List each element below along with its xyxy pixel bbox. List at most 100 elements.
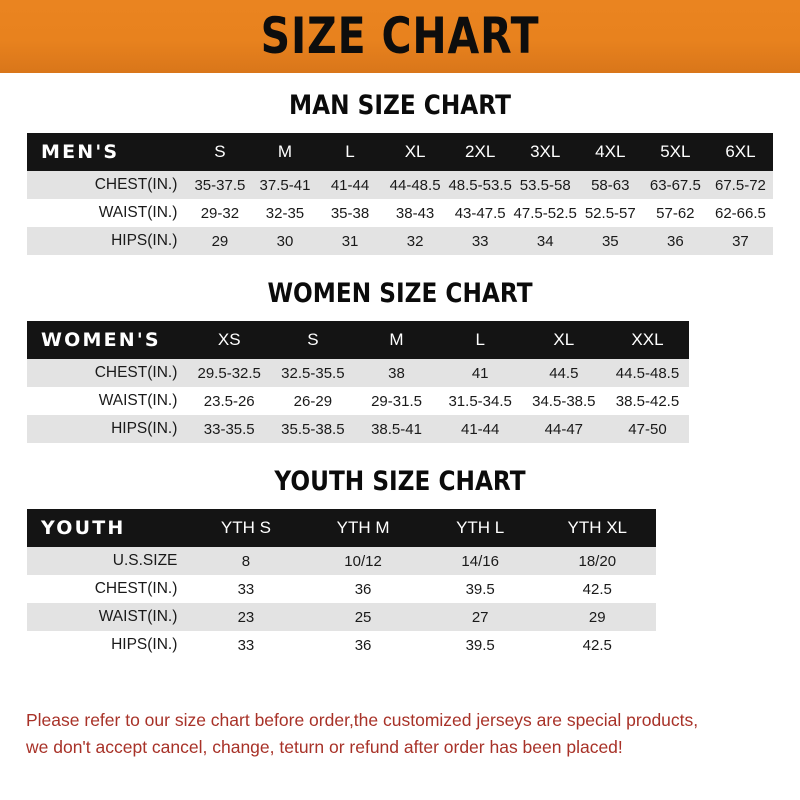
measurement-cell: 8 — [187, 547, 305, 575]
column-header: 3XL — [530, 142, 561, 161]
measurement-cell: 23 — [187, 603, 305, 631]
measurement-cell: 38-43 — [382, 199, 448, 227]
measurement-cell: 25 — [304, 603, 422, 631]
measurement-cell: 43-47.5 — [447, 199, 513, 227]
table-row: WAIST(IN.) 23 25 27 29 — [27, 603, 773, 631]
column-header: L — [475, 330, 485, 349]
table-row: HIPS(IN.) 29 30 31 32 33 34 35 36 37 — [27, 227, 773, 255]
table-corner-label: MEN'S — [41, 141, 120, 163]
measurement-cell: 33 — [187, 631, 305, 659]
measurement-cell: 36 — [642, 227, 708, 255]
measurement-cell: 14/16 — [421, 547, 539, 575]
measurement-cell: 44-48.5 — [382, 171, 448, 199]
measurement-cell: 34.5-38.5 — [522, 387, 606, 415]
table-row: WAIST(IN.) 23.5-26 26-29 29-31.5 31.5-34.5 34… — [27, 387, 773, 415]
column-header: YTH L — [456, 518, 505, 537]
measurement-cell: 31 — [317, 227, 383, 255]
measurement-cell: 26-29 — [271, 387, 355, 415]
measurement-cell: 35-37.5 — [187, 171, 253, 199]
measurement-cell: 32-35 — [252, 199, 318, 227]
measurement-cell-spacer — [689, 387, 773, 415]
measurement-cell: 38 — [354, 359, 439, 387]
table-row: HIPS(IN.) 33 36 39.5 42.5 — [27, 631, 773, 659]
column-header: XS — [217, 330, 241, 349]
measurement-cell-spacer — [655, 575, 773, 603]
column-header: 4XL — [595, 142, 626, 161]
column-header: XL — [553, 330, 575, 349]
measurement-cell: 57-62 — [642, 199, 708, 227]
measurement-cell: 10/12 — [304, 547, 422, 575]
column-header: YTH M — [336, 518, 390, 537]
measurement-cell: 62-66.5 — [707, 199, 773, 227]
measurement-cell: 41-44 — [317, 171, 383, 199]
section-title: WOMEN SIZE CHART — [267, 278, 533, 309]
policy-line-1: Please refer to our size chart before or… — [26, 710, 699, 730]
measurement-cell-spacer — [655, 631, 773, 659]
measurement-cell-spacer — [689, 359, 773, 387]
size-table: WOMEN'S XS S M L XL XXL CHEST(IN.) 29.5-32.5 32.5… — [27, 321, 773, 443]
measurement-cell: 44-47 — [522, 415, 606, 443]
measurement-cell: 58-63 — [577, 171, 643, 199]
row-label: HIPS(IN.) — [27, 631, 188, 659]
column-header: S — [307, 330, 319, 349]
column-header: M — [277, 142, 293, 161]
measurement-cell: 33 — [187, 575, 305, 603]
measurement-cell: 67.5-72 — [707, 171, 773, 199]
row-label: CHEST(IN.) — [27, 359, 188, 387]
column-header: 5XL — [660, 142, 691, 161]
measurement-cell: 42.5 — [538, 631, 656, 659]
measurement-cell: 37.5-41 — [252, 171, 318, 199]
measurement-cell: 34 — [512, 227, 578, 255]
measurement-cell: 35.5-38.5 — [271, 415, 355, 443]
measurement-cell-spacer — [655, 547, 773, 575]
column-header-spacer — [689, 321, 773, 359]
measurement-cell: 35 — [577, 227, 643, 255]
order-policy-note: Please refer to our size chart before or… — [20, 707, 780, 761]
measurement-cell: 41-44 — [438, 415, 522, 443]
measurement-cell: 47-50 — [605, 415, 690, 443]
column-header: L — [345, 142, 355, 161]
measurement-cell: 37 — [707, 227, 773, 255]
measurement-cell: 27 — [421, 603, 539, 631]
policy-line-2: we don't accept cancel, change, teturn o… — [26, 737, 623, 757]
table-row: WAIST(IN.) 29-32 32-35 35-38 38-43 43-47.5 47.… — [27, 199, 773, 227]
measurement-cell: 47.5-52.5 — [512, 199, 578, 227]
banner-title: SIZE CHART — [260, 6, 540, 65]
measurement-cell: 52.5-57 — [577, 199, 643, 227]
measurement-cell: 33 — [447, 227, 513, 255]
measurement-cell: 42.5 — [538, 575, 656, 603]
table-row: HIPS(IN.) 33-35.5 35.5-38.5 38.5-41 41-44 44-… — [27, 415, 773, 443]
measurement-cell: 39.5 — [421, 631, 539, 659]
measurement-cell-spacer — [689, 415, 773, 443]
row-label: HIPS(IN.) — [27, 227, 188, 255]
table-header-row: WOMEN'S XS S M L XL XXL — [27, 321, 773, 359]
measurement-cell: 38.5-41 — [354, 415, 439, 443]
measurement-cell: 29 — [538, 603, 656, 631]
column-header: XL — [404, 142, 426, 161]
column-header: YTH XL — [567, 518, 628, 537]
measurement-cell: 29-32 — [187, 199, 253, 227]
column-header-spacer — [655, 509, 773, 547]
table-row: CHEST(IN.) 29.5-32.5 32.5-35.5 38 41 44.5 44.5… — [27, 359, 773, 387]
measurement-cell: 29.5-32.5 — [187, 359, 272, 387]
measurement-cell: 53.5-58 — [512, 171, 578, 199]
size-table: MEN'S S M L XL 2XL 3XL 4XL 5XL 6XL CHEST(IN.) 35-37… — [27, 133, 773, 255]
table-header-row: MEN'S S M L XL 2XL 3XL 4XL 5XL 6XL — [27, 133, 773, 171]
measurement-cell: 39.5 — [421, 575, 539, 603]
column-header: 6XL — [725, 142, 756, 161]
measurement-cell: 48.5-53.5 — [447, 171, 513, 199]
measurement-cell: 32 — [382, 227, 448, 255]
row-label: WAIST(IN.) — [27, 387, 188, 415]
measurement-cell: 29 — [187, 227, 253, 255]
measurement-cell: 35-38 — [317, 199, 383, 227]
measurement-cell: 36 — [304, 631, 422, 659]
column-header: XXL — [631, 330, 664, 349]
table-row: CHEST(IN.) 33 36 39.5 42.5 — [27, 575, 773, 603]
measurement-cell: 63-67.5 — [642, 171, 708, 199]
measurement-cell: 44.5 — [522, 359, 606, 387]
table-corner-label: WOMEN'S — [41, 329, 161, 351]
measurement-cell: 31.5-34.5 — [438, 387, 522, 415]
column-header: S — [214, 142, 226, 161]
row-label: HIPS(IN.) — [27, 415, 188, 443]
table-row: CHEST(IN.) 35-37.5 37.5-41 41-44 44-48.5 48.5… — [27, 171, 773, 199]
